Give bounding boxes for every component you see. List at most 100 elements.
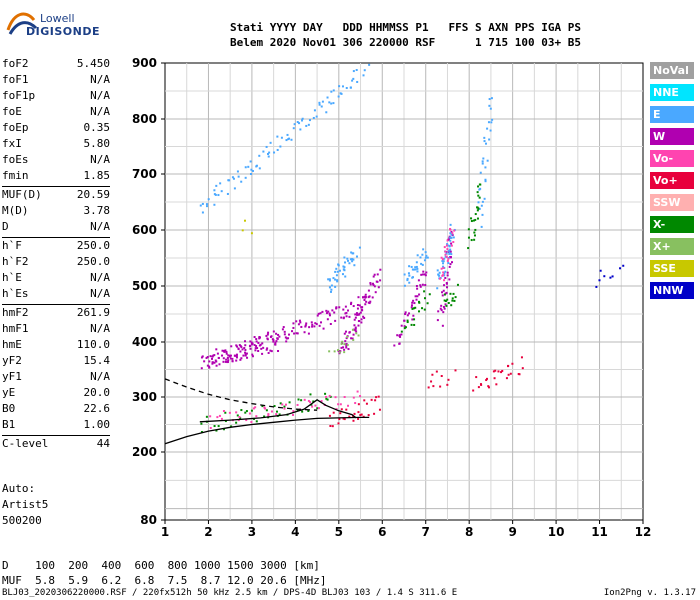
echo-point-w [419,284,422,287]
echo-point-vo- [438,277,441,280]
echo-point-w [221,349,224,352]
param-value: 250.0 [76,239,110,252]
echo-point-vo- [352,415,355,418]
echo-point-x- [467,228,470,231]
echo-point-e [450,236,453,239]
echo-point-vo- [311,405,314,408]
echo-point-vo- [352,419,355,422]
param-value: 110.0 [76,338,110,351]
echo-point-e [341,273,344,276]
echo-point-e [421,263,424,266]
echo-point-e [358,246,361,249]
echo-point-w [443,307,446,310]
echo-point-w [208,366,211,369]
echo-point-e [267,155,270,158]
echo-point-w [393,344,396,347]
echo-point-e [249,160,252,163]
echo-point-e [240,180,243,183]
echo-point-e [443,272,446,275]
echo-point-vo- [220,417,223,420]
echo-point-e [483,197,486,200]
echo-point-vo- [453,229,456,232]
echo-point-e [262,150,265,153]
param-value: 5.450 [76,57,110,70]
echo-point-x- [310,403,313,406]
echo-point-e [480,204,483,207]
echo-point-w [277,333,280,336]
param-value: N/A [90,271,110,284]
echo-point-x- [443,293,446,296]
echo-point-x- [443,299,446,302]
param-separator [2,304,110,305]
param-row-hme: hmE 110.0 [2,338,110,354]
echo-point-x- [357,334,360,337]
echo-point-w [415,284,418,287]
echo-point-w [317,312,320,315]
echo-point-e [336,270,339,273]
param-value: N/A [90,89,110,102]
echo-point-w [342,346,345,349]
echo-point-e [330,284,333,287]
echo-point-w [449,256,452,259]
echo-point-x- [283,405,286,408]
echo-point-x- [406,319,409,322]
param-value: 1.85 [83,169,111,182]
echo-point-vo- [255,415,258,418]
echo-point-e [481,162,484,165]
echo-point-e [442,265,445,268]
echo-point-w [326,318,329,321]
echo-point-e [327,278,330,281]
echo-point-vo- [442,266,445,269]
y-tick-label: 800 [132,112,157,126]
echo-point-e [449,232,452,235]
echo-point-vo- [209,426,212,429]
echo-point-vo- [485,377,488,380]
echo-point-vo- [275,413,278,416]
echo-point-w [353,324,356,327]
echo-point-w [450,231,453,234]
echo-point-e [215,184,218,187]
legend-item-nnw: NNW [650,282,694,299]
echo-point-vo- [367,414,370,417]
echo-point-nnw [609,276,612,279]
echo-point-w [327,310,330,313]
echo-point-w [448,265,451,268]
param-value: N/A [90,153,110,166]
echo-point-w [274,341,277,344]
echo-point-e [411,276,414,279]
logo-line2: DIGISONDE [26,25,100,38]
echo-point-w [244,353,247,356]
echo-point-vo- [354,402,357,405]
echo-point-w [368,302,371,305]
echo-point-vo- [451,232,454,235]
param-row-hmf1: hmF1 N/A [2,322,110,338]
echo-point-x- [473,231,476,234]
echo-point-e [484,178,487,181]
echo-point-w [347,309,350,312]
echo-point-w [372,275,375,278]
echo-point-vo- [357,403,360,406]
echo-point-x- [423,290,426,293]
echo-point-vo- [494,369,497,372]
echo-point-e [403,284,406,287]
echo-point-w [246,356,249,359]
echo-point-x- [478,196,481,199]
echo-point-w [283,333,286,336]
param-name: hmF1 [2,322,29,335]
echo-point-w [250,343,253,346]
echo-point-x- [328,350,331,353]
echo-point-w [254,349,257,352]
echo-point-w [342,308,345,311]
echo-point-e [296,121,299,124]
echo-point-x- [312,400,315,403]
echo-point-w [360,306,363,309]
echo-point-e [356,80,359,83]
echo-point-w [344,305,347,308]
echo-point-e [328,286,331,289]
echo-point-w [213,354,216,357]
legend-item-vo-: Vo- [650,150,694,167]
echo-point-w [345,346,348,349]
echo-point-w [345,315,348,318]
echo-point-e [318,101,321,104]
param-name: B0 [2,402,16,415]
